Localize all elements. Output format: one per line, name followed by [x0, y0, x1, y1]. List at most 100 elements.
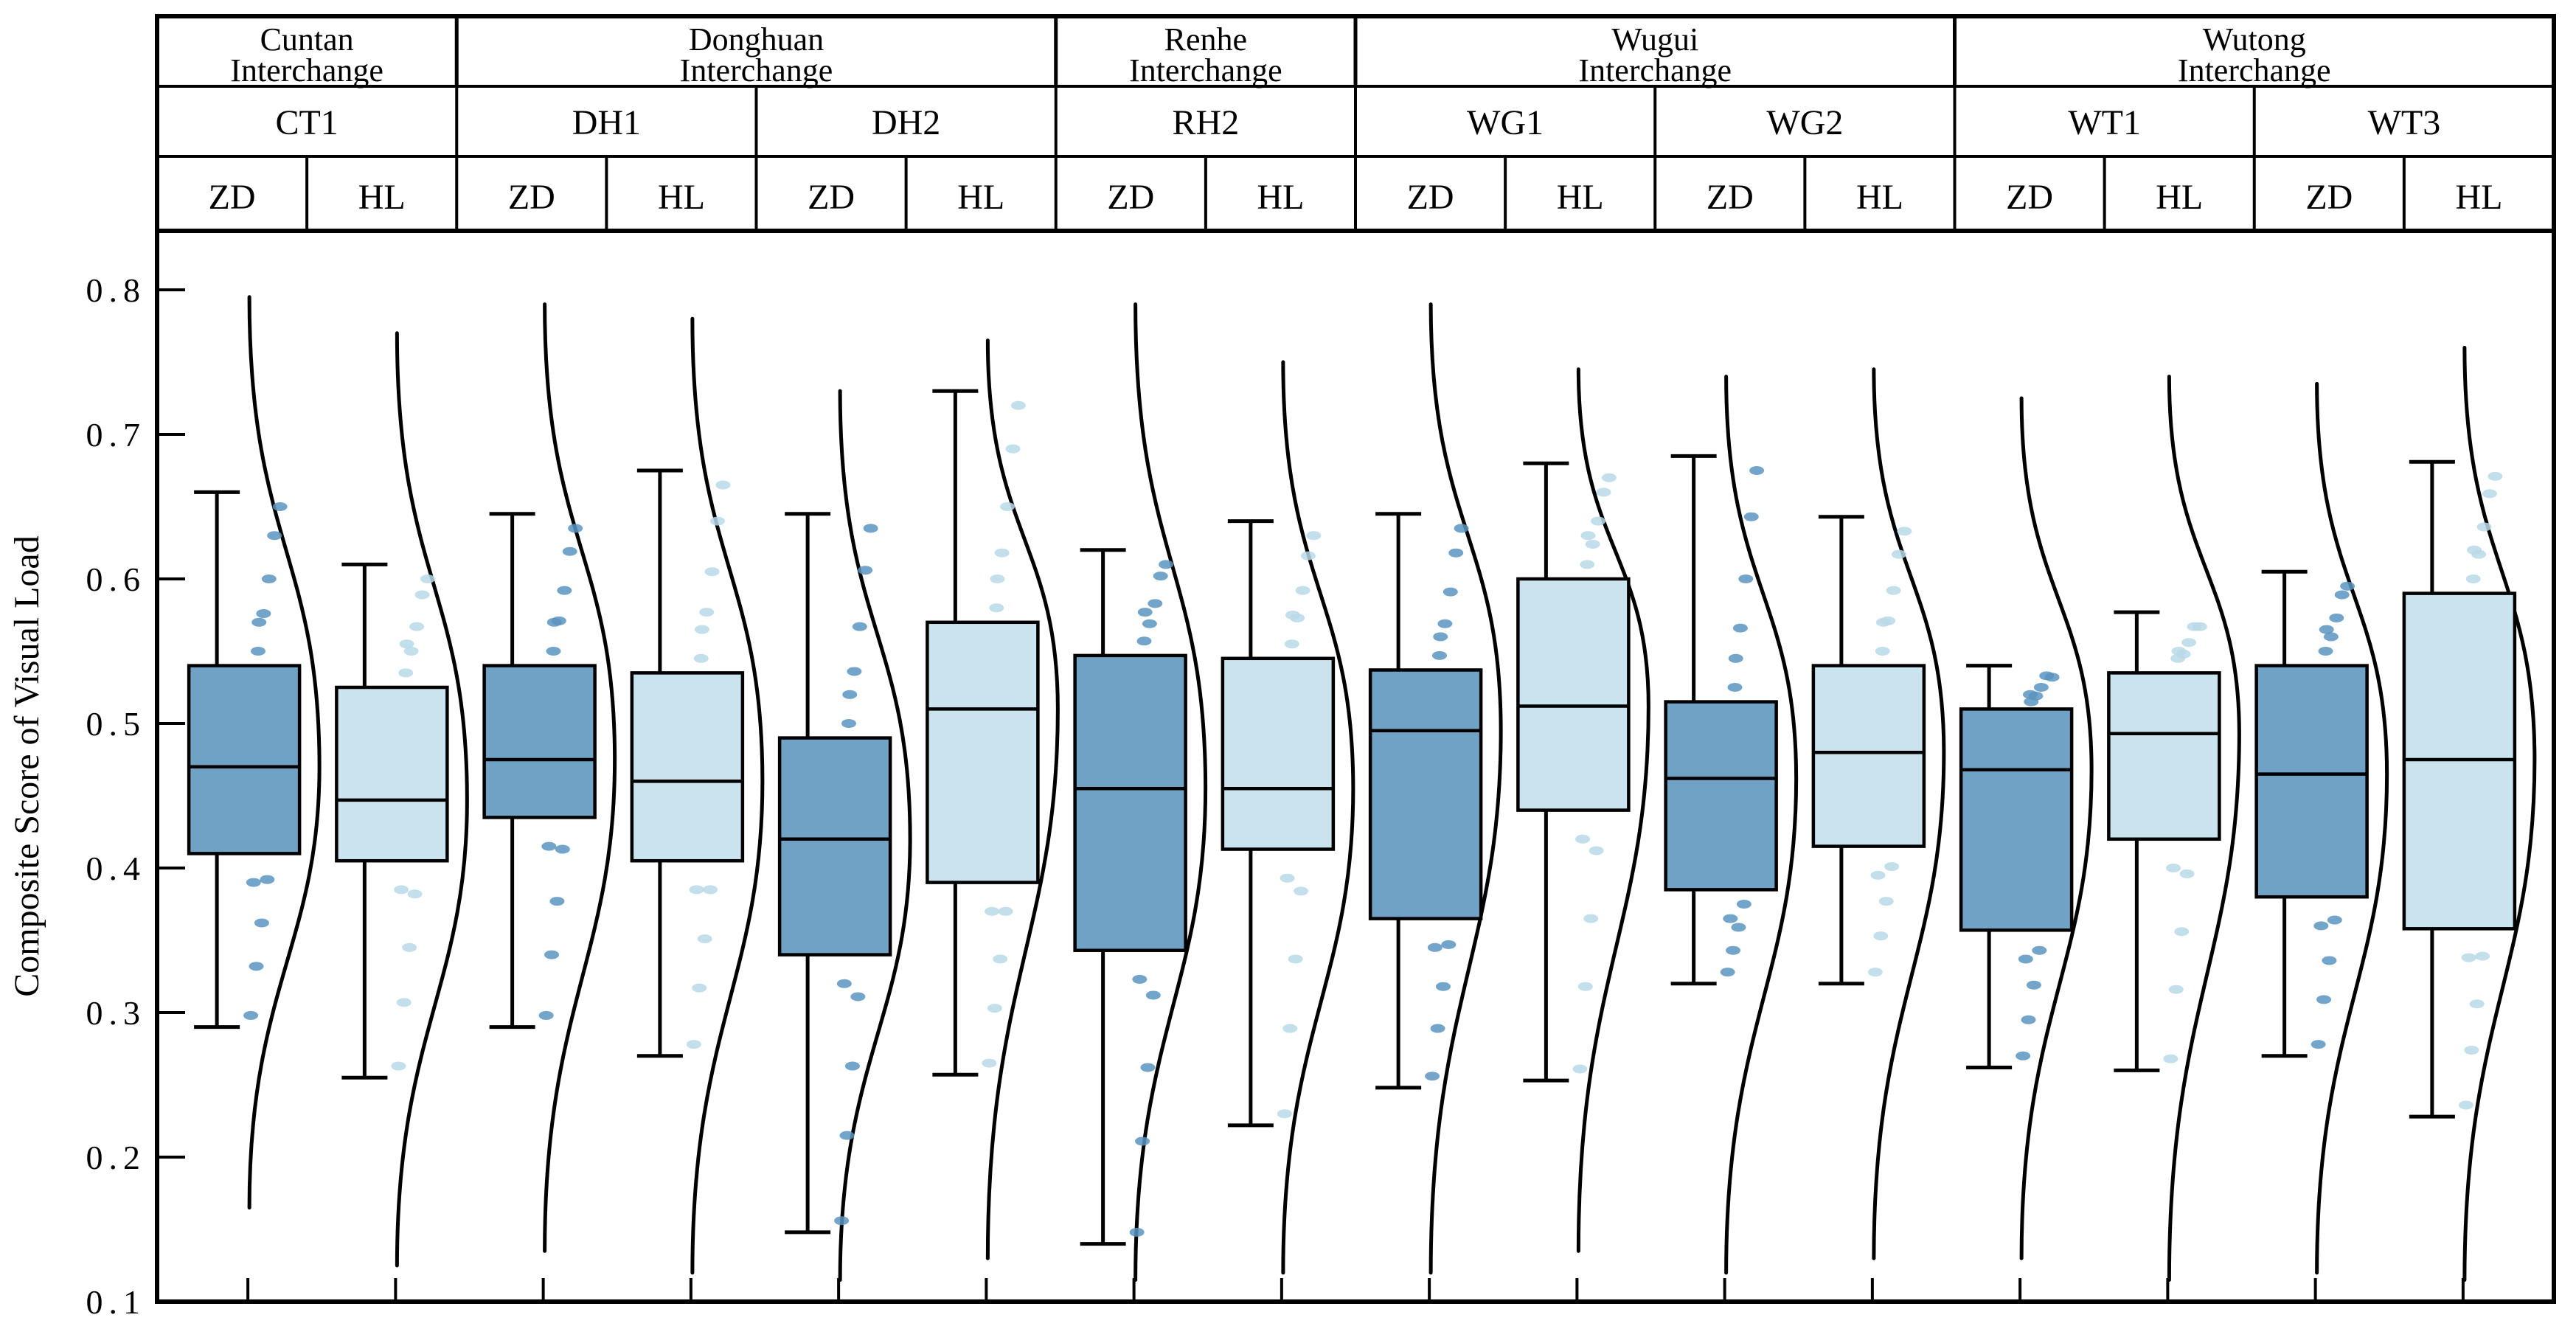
data-point: [1159, 560, 1174, 569]
header-condition-label: HL: [1257, 178, 1304, 217]
interchange-name-line1: Donghuan: [689, 21, 824, 58]
violin-curve: [543, 302, 617, 1253]
data-point: [1280, 873, 1295, 883]
header-condition-label: HL: [2455, 178, 2502, 217]
raincloud-WT3-ZD: [2254, 381, 2389, 1275]
data-point: [1142, 619, 1157, 628]
data-point: [994, 548, 1010, 558]
data-point: [2171, 647, 2187, 656]
data-point: [1873, 931, 1889, 941]
data-point: [243, 1010, 259, 1020]
data-point: [1433, 632, 1448, 642]
data-point: [562, 546, 577, 556]
box-iqr: [1073, 653, 1187, 952]
plot-frame: [155, 229, 2556, 1304]
raincloud-DH2-ZD: [777, 389, 912, 1282]
data-point: [2163, 1054, 2179, 1063]
data-point: [1137, 608, 1153, 617]
data-point: [841, 719, 856, 728]
data-point: [1425, 1072, 1440, 1081]
interchange-name-line2: Interchange: [2178, 52, 2331, 88]
data-point: [1727, 683, 1743, 692]
data-point: [1148, 599, 1163, 608]
data-point: [1728, 653, 1743, 663]
header-section-rh2: RH2: [1173, 103, 1240, 142]
box-iqr: [1368, 668, 1483, 920]
data-point: [1886, 586, 1901, 595]
violin-curve: [838, 389, 912, 1282]
data-point: [2482, 489, 2497, 499]
data-point: [844, 1061, 860, 1071]
box-iqr: [1221, 656, 1336, 851]
box-iqr: [2254, 664, 2369, 899]
data-point: [256, 609, 271, 619]
data-point: [2488, 471, 2503, 481]
data-point: [2318, 647, 2333, 656]
header-section-wg1: WG1: [1467, 103, 1544, 142]
interchange-name-line2: Interchange: [1129, 52, 1282, 88]
raincloud-DH1-HL: [630, 316, 765, 1275]
data-point: [396, 998, 412, 1007]
data-point: [261, 574, 277, 583]
data-point: [1010, 400, 1026, 410]
violin-curve: [1724, 375, 1799, 1275]
data-point: [2181, 638, 2197, 648]
interchange-name-line1: Wugui: [1611, 21, 1698, 58]
data-point: [1153, 572, 1168, 581]
header-condition-label: HL: [1557, 178, 1604, 217]
violin-curve: [1133, 302, 1208, 1282]
data-point: [1732, 623, 1748, 633]
data-point: [1891, 549, 1906, 559]
raincloud-WG2-ZD: [1664, 375, 1799, 1275]
data-point: [1738, 574, 1754, 583]
data-point: [863, 524, 878, 533]
violin-curve: [1281, 360, 1355, 1275]
box-iqr: [1516, 577, 1631, 812]
interchange-name-line2: Interchange: [1578, 52, 1732, 88]
data-point: [2033, 683, 2049, 692]
raincloud-WG1-ZD: [1368, 302, 1503, 1275]
raincloud-WT1-ZD: [1959, 396, 2094, 1260]
data-point: [2466, 545, 2482, 555]
data-point: [394, 885, 409, 895]
interchange-name-line1: Wutong: [2203, 21, 2306, 58]
y-tick-label: 0.3: [86, 994, 147, 1032]
data-point: [246, 878, 261, 887]
raincloud-WG2-HL: [1811, 367, 1946, 1260]
data-point: [987, 1004, 1002, 1013]
violin-curve: [690, 316, 765, 1275]
data-point: [2024, 697, 2039, 707]
violin-curve: [2315, 381, 2389, 1275]
data-point: [2465, 574, 2481, 583]
data-point: [694, 625, 709, 634]
data-point: [2464, 1045, 2479, 1055]
data-point: [403, 647, 419, 656]
data-point: [989, 603, 1004, 613]
y-tick-label: 0.1: [86, 1283, 147, 1321]
data-point: [1583, 914, 1599, 923]
header-condition-label: ZD: [2006, 178, 2053, 217]
data-point: [1454, 524, 1469, 533]
data-point: [1731, 923, 1746, 932]
data-point: [399, 639, 414, 649]
data-point: [260, 875, 275, 884]
data-point: [391, 1061, 406, 1071]
data-point: [1723, 914, 1738, 923]
data-point: [1580, 531, 1596, 541]
data-point: [2319, 625, 2334, 634]
y-tick-label: 0.5: [86, 705, 147, 743]
data-point: [2021, 1015, 2036, 1024]
data-point: [254, 918, 269, 928]
data-point: [858, 566, 873, 575]
data-point: [1427, 942, 1443, 952]
data-point: [402, 942, 417, 952]
data-point: [847, 667, 862, 676]
violin-curve: [1428, 302, 1503, 1275]
violin-curve: [247, 295, 322, 1210]
data-point: [1443, 587, 1458, 597]
data-point: [2016, 1051, 2031, 1060]
data-point: [836, 979, 852, 988]
box-iqr: [926, 620, 1040, 884]
